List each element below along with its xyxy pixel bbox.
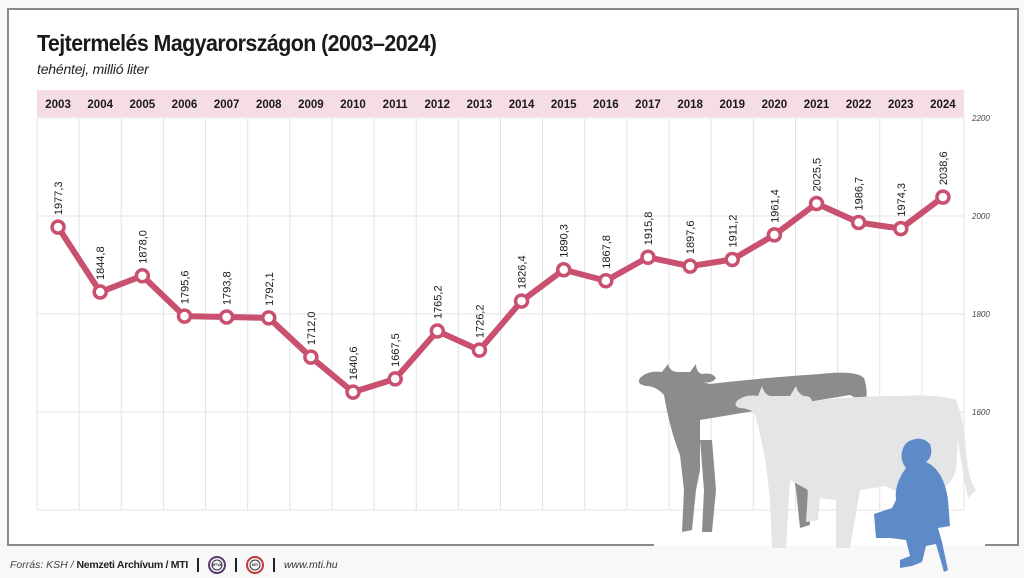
data-point: [766, 227, 783, 243]
data-point: [345, 384, 361, 400]
data-point: [640, 249, 656, 266]
data-point: [261, 310, 277, 326]
mti-logo-icon: MTI: [245, 556, 264, 574]
data-point: [471, 342, 488, 358]
x-tick-label: 2018: [677, 99, 703, 111]
data-point: [303, 349, 319, 365]
x-tick-label: 2015: [551, 99, 577, 111]
data-point: [555, 262, 572, 278]
data-label: 2025,5: [812, 158, 824, 192]
data-label: 1844,8: [95, 246, 107, 280]
y-axis: 2200 2000 1800 1600: [971, 114, 990, 417]
x-tick-label: 2017: [635, 99, 661, 111]
milking-person-icon: [874, 438, 950, 572]
data-label: 1911,2: [727, 215, 739, 248]
x-tick-label: 2006: [172, 99, 198, 111]
data-label: 1712,0: [306, 311, 318, 345]
data-point: [893, 220, 909, 237]
data-label: 1974,3: [896, 183, 908, 217]
data-label: 1765,2: [432, 285, 444, 319]
data-point: [850, 214, 867, 231]
frame-border-bottom-right: [985, 544, 1019, 546]
data-point: [176, 308, 193, 324]
header-band: [37, 90, 964, 117]
data-label: 1826,4: [517, 255, 529, 289]
data-label: 1897,6: [685, 221, 697, 255]
x-tick-label: 2003: [45, 99, 71, 111]
data-label: 1792,1: [264, 272, 276, 306]
y-tick-label: 2200: [971, 114, 990, 123]
website-link[interactable]: www.mti.hu: [283, 559, 338, 571]
data-label: 1961,4: [769, 189, 781, 223]
data-point: [387, 371, 403, 387]
x-tick-label: 2013: [467, 99, 493, 111]
frame-border-bottom-left: [7, 544, 654, 546]
light-cow-icon: [735, 386, 976, 548]
footer: Forrás: KSH / Nemzeti Archívum / MTI MTV…: [10, 556, 338, 574]
data-label: 1878,0: [137, 230, 149, 264]
data-line: [55, 194, 946, 396]
x-tick-label: 2023: [888, 99, 914, 111]
x-tick-label: 2019: [719, 99, 745, 111]
data-label: 1795,6: [179, 270, 191, 304]
data-label: 1890,3: [559, 224, 571, 258]
separator: [272, 558, 275, 572]
x-tick-label: 2012: [424, 99, 450, 111]
x-tick-label: 2011: [383, 99, 409, 111]
x-tick-label: 2010: [340, 99, 366, 111]
data-point: [513, 293, 530, 309]
data-point: [935, 189, 951, 205]
grid: [36, 117, 965, 511]
data-label: 2038,6: [938, 151, 950, 185]
source-prefix: Forrás: KSH /: [10, 559, 77, 571]
data-point: [724, 251, 740, 268]
data-label: 1640,6: [348, 346, 360, 380]
x-tick-label: 2021: [804, 99, 830, 111]
data-point: [598, 273, 614, 289]
x-tick-label: 2009: [298, 99, 324, 111]
separator: [196, 558, 199, 572]
data-label: 1726,2: [474, 305, 486, 339]
y-tick-label: 1800: [972, 310, 990, 319]
x-tick-label: 2022: [846, 99, 872, 111]
data-point: [808, 195, 825, 212]
x-tick-label: 2008: [256, 99, 282, 111]
separator: [234, 558, 237, 572]
mtva-logo-icon: MTVA: [207, 556, 226, 574]
year-header-band: 2003 2004 2005 2006 2007 2008 2009 2010 2011 2012…: [37, 90, 964, 117]
data-label: 1667,5: [390, 333, 402, 367]
x-tick-label: 2016: [593, 99, 619, 111]
chart-title: Tejtermelés Magyarországon (2003–2024): [37, 30, 437, 56]
data-point: [429, 323, 446, 339]
x-tick-label: 2007: [214, 99, 240, 111]
x-tick-label: 2014: [509, 99, 535, 111]
data-point: [134, 268, 151, 284]
dark-cow-legs-icon: [700, 440, 810, 532]
dark-cow-icon: [638, 364, 867, 532]
chart-subtitle: tehéntej, millió liter: [37, 61, 149, 77]
data-label: 1986,7: [854, 177, 866, 211]
x-tick-label: 2005: [130, 99, 156, 111]
x-tick-label: 2024: [930, 99, 956, 111]
y-tick-label: 1600: [972, 408, 990, 417]
data-label: 1977,3: [53, 181, 65, 215]
data-point: [682, 258, 698, 274]
data-label: 1867,8: [601, 235, 613, 269]
cows-illustration: [638, 364, 976, 572]
series-line: 1977,3 1844,8 1878,0 1795,6 1793,8 1792,1 1712…: [50, 151, 951, 400]
data-point: [92, 284, 108, 300]
data-point: [50, 219, 66, 235]
data-point: [218, 309, 235, 325]
source-bold: Nemzeti Archívum / MTI: [76, 559, 189, 571]
x-tick-label: 2020: [762, 99, 788, 111]
data-label: 1793,8: [222, 271, 234, 305]
x-tick-label: 2004: [87, 99, 113, 111]
data-label: 1915,8: [643, 212, 655, 246]
y-tick-label: 2000: [971, 212, 990, 221]
